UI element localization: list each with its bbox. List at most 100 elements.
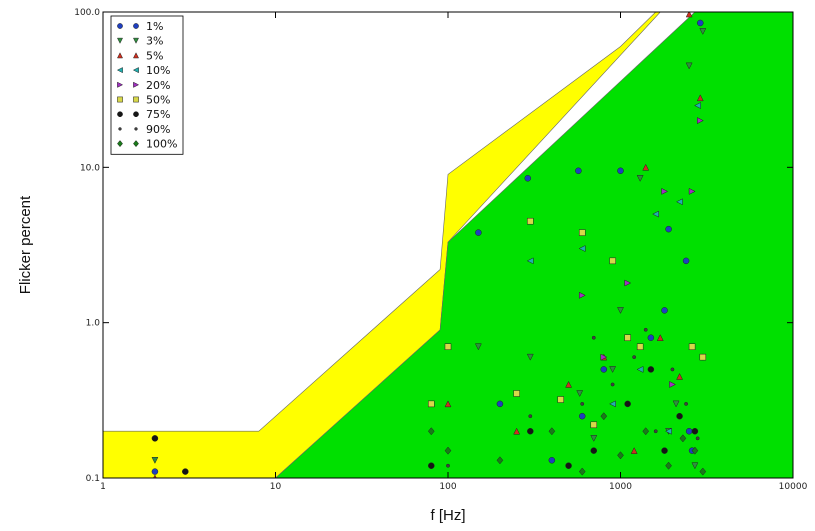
data-point — [526, 257, 534, 265]
data-point — [151, 468, 159, 475]
legend-item: 10% — [116, 64, 170, 77]
data-point — [610, 382, 615, 387]
data-point — [636, 366, 644, 373]
data-point — [513, 390, 520, 397]
data-point — [444, 343, 452, 350]
data-point — [699, 467, 707, 476]
data-point — [474, 343, 482, 351]
data-point — [428, 462, 435, 469]
data-point — [118, 127, 122, 131]
data-point — [609, 366, 617, 373]
data-point — [548, 427, 556, 436]
data-point — [665, 427, 672, 435]
data-point — [151, 457, 159, 464]
data-point — [151, 435, 159, 442]
legend-label: 1% — [146, 20, 163, 33]
series-50pct — [428, 217, 707, 429]
data-point — [630, 447, 638, 454]
y-tick-label: 1.0 — [86, 319, 101, 329]
data-point — [526, 353, 534, 361]
data-point — [591, 335, 596, 340]
y-tick-label: 0.1 — [86, 474, 100, 484]
data-point — [699, 28, 707, 35]
data-point — [636, 175, 644, 182]
data-point — [672, 400, 680, 408]
x-tick-label: 100 — [439, 482, 456, 492]
green-band-region — [275, 12, 793, 478]
data-point — [617, 451, 624, 460]
data-point — [600, 412, 608, 421]
data-point — [524, 175, 532, 182]
legend-label: 20% — [146, 79, 170, 92]
data-point — [117, 23, 123, 29]
data-point — [661, 307, 668, 314]
legend-label: 75% — [146, 108, 170, 121]
data-point — [133, 96, 139, 103]
data-point — [527, 427, 534, 435]
series-20pct — [578, 117, 704, 388]
data-point — [665, 461, 672, 470]
legend-item: 90% — [118, 123, 170, 136]
data-point — [428, 400, 435, 408]
data-point — [528, 414, 533, 419]
data-point — [661, 187, 669, 195]
data-point — [661, 447, 668, 454]
data-point — [527, 217, 534, 225]
data-point — [676, 372, 683, 380]
legend-item: 5% — [116, 49, 163, 62]
series-5pct — [153, 12, 704, 478]
data-point — [609, 257, 616, 265]
data-point — [665, 225, 672, 233]
data-point — [624, 279, 632, 287]
data-point — [133, 81, 140, 88]
data-point — [116, 37, 124, 44]
data-point — [557, 396, 564, 403]
data-point — [116, 52, 124, 59]
data-point — [600, 353, 608, 361]
data-point — [656, 334, 664, 341]
data-point — [133, 111, 139, 118]
data-point — [590, 447, 598, 454]
data-point — [444, 400, 452, 408]
legend-item: 75% — [117, 108, 170, 121]
data-point — [682, 257, 690, 265]
data-point — [578, 467, 586, 476]
plot-area — [103, 12, 793, 478]
data-point — [548, 457, 556, 464]
series-75pct — [151, 366, 699, 475]
data-point — [600, 366, 608, 373]
data-point — [609, 400, 616, 408]
legend-item: 50% — [117, 94, 170, 107]
data-point — [496, 400, 504, 408]
legend-box — [110, 15, 184, 155]
data-point — [153, 474, 157, 478]
data-point — [643, 327, 648, 332]
data-point — [636, 343, 644, 350]
data-point — [632, 355, 637, 360]
data-point — [624, 334, 631, 341]
data-point — [695, 436, 700, 441]
data-point — [642, 163, 650, 171]
data-point — [679, 434, 687, 443]
data-point — [182, 468, 189, 475]
x-tick-label: 10000 — [779, 482, 808, 492]
legend-label: 90% — [146, 123, 170, 136]
data-point — [684, 401, 688, 406]
y-tick-label: 10.0 — [80, 163, 100, 173]
data-point — [676, 198, 683, 206]
data-point — [647, 366, 655, 373]
data-point — [580, 401, 585, 406]
data-point — [590, 421, 598, 429]
data-point — [691, 427, 699, 435]
legend: 1% 3%5% 10% 20% 50%75% 90% 100% — [110, 15, 184, 155]
data-point — [117, 81, 124, 88]
data-point — [132, 52, 140, 59]
legend-label: 50% — [146, 94, 170, 107]
series-100pct — [427, 412, 707, 476]
data-point — [688, 187, 696, 195]
data-point — [617, 307, 624, 314]
data-point — [653, 429, 658, 434]
data-point — [117, 96, 123, 103]
legend-item: 100% — [117, 138, 177, 151]
